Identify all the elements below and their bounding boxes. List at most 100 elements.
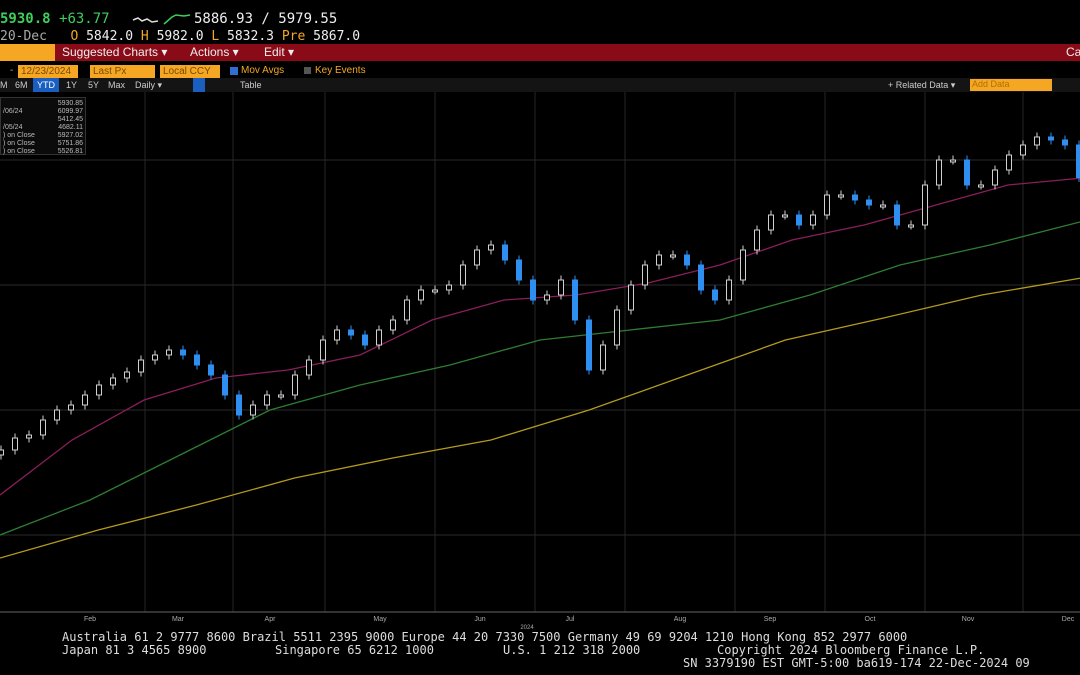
- open-value: 5842.0: [86, 29, 134, 44]
- candle-body: [264, 394, 270, 406]
- candle-body: [236, 394, 242, 416]
- candle-body: [474, 249, 480, 266]
- candle-body: [544, 294, 550, 301]
- footer-copyright: Copyright 2024 Bloomberg Finance L.P.: [717, 643, 985, 657]
- legend-row: ) on Close 5526.81: [3, 148, 83, 155]
- candle-body: [502, 244, 508, 261]
- actions-menu[interactable]: Actions ▾: [190, 45, 239, 59]
- period-Max[interactable]: Max: [108, 80, 126, 90]
- candle-body: [152, 354, 158, 361]
- pre-label: Pre: [281, 29, 306, 44]
- period-6M[interactable]: 6M: [15, 80, 28, 90]
- candle-body: [824, 194, 830, 216]
- candle-body: [586, 319, 592, 371]
- x-tick-label: Nov: [962, 616, 975, 623]
- candle-body: [222, 374, 228, 396]
- sparkline-icon: [132, 14, 191, 25]
- candle-body: [558, 279, 564, 296]
- field-select[interactable]: Last Px: [90, 65, 155, 78]
- year-label: 2024: [520, 625, 534, 631]
- candle-body: [82, 394, 88, 406]
- period-M[interactable]: M: [0, 80, 8, 90]
- x-tick-label: Feb: [84, 616, 96, 623]
- net-change: +63.77: [59, 11, 110, 27]
- moving-average-line: [0, 221, 1080, 536]
- legend-row: /06/24 6099.97: [3, 108, 83, 115]
- security-input[interactable]: [0, 44, 55, 61]
- add-data-input[interactable]: Add Data: [970, 79, 1052, 91]
- candle-body: [138, 359, 144, 373]
- footer-session: SN 3379190 EST GMT-5:00 ba619-174 22-Dec…: [683, 656, 1030, 670]
- candle-body: [936, 159, 942, 186]
- candle-body: [1034, 136, 1040, 146]
- candle-body: [894, 204, 900, 226]
- candle-body: [810, 214, 816, 226]
- candle-body: [852, 194, 858, 201]
- candle-body: [250, 404, 256, 416]
- candle-body: [68, 404, 74, 411]
- x-tick-label: Sep: [764, 616, 777, 623]
- candle-body: [1048, 136, 1054, 141]
- period-YTD[interactable]: YTD: [33, 78, 59, 92]
- candle-body: [1020, 144, 1026, 156]
- low-value: 5832.3: [227, 29, 274, 44]
- candle-body: [334, 329, 340, 341]
- candle-body: [390, 319, 396, 331]
- legend-row: /05/24 4682.11: [3, 124, 83, 131]
- candle-body: [404, 299, 410, 321]
- legend-row: 5412.45: [57, 116, 83, 123]
- candle-body: [656, 254, 662, 266]
- x-tick-label: Jun: [474, 616, 485, 623]
- candle-body: [110, 377, 116, 386]
- frequency-select[interactable]: Daily ▾: [135, 80, 163, 90]
- candle-body: [992, 169, 998, 186]
- period-5Y[interactable]: 5Y: [88, 80, 100, 90]
- key-events-checkbox[interactable]: [304, 67, 311, 74]
- candle-body: [1062, 139, 1068, 146]
- x-tick-label: Dec: [1062, 616, 1075, 623]
- x-tick-label: Jul: [566, 616, 575, 623]
- candle-body: [1076, 144, 1080, 178]
- candle-body: [866, 199, 872, 206]
- candle-body: [124, 371, 130, 379]
- mov-avgs-checkbox[interactable]: [230, 67, 238, 75]
- period-1Y[interactable]: 1Y: [66, 80, 78, 90]
- day-range: 5886.93 / 5979.55: [194, 11, 338, 27]
- candle-body: [628, 284, 634, 311]
- footer-line-1: Australia 61 2 9777 8600 Brazil 5511 239…: [62, 630, 908, 644]
- candle-body: [348, 329, 354, 336]
- currency-select[interactable]: Local CCY: [160, 65, 220, 78]
- period-bar: M 6M YTD 1Y 5Y Max Daily ▾ Table + Relat…: [0, 78, 1080, 92]
- candle-body: [278, 394, 284, 398]
- candle-body: [0, 449, 4, 456]
- candle-body: [880, 204, 886, 208]
- footer-us: U.S. 1 212 318 2000: [503, 643, 641, 657]
- price-chart[interactable]: Feb Mar Apr May Jun Jul Aug Sep Oct Nov Dec 2024: [0, 92, 1080, 632]
- end-date-field[interactable]: 12/23/2024: [18, 65, 78, 78]
- candle-body: [306, 359, 312, 376]
- x-tick-label: Apr: [265, 616, 277, 623]
- menu-bar: Suggested Charts ▾ Actions ▾ Edit ▾ Ca: [0, 44, 1080, 61]
- candle-body: [740, 249, 746, 281]
- candle-body: [96, 384, 102, 396]
- candle-body: [376, 329, 382, 346]
- suggested-charts-menu[interactable]: Suggested Charts ▾: [62, 45, 168, 59]
- chart-type-icon[interactable]: [193, 78, 205, 92]
- chart-legend: 5930.85 /06/24 6099.97 5412.45 /05/24 4682…: [0, 97, 86, 155]
- candle-body: [838, 194, 844, 198]
- candle-body: [768, 214, 774, 231]
- footer-singapore: Singapore 65 6212 1000: [275, 643, 434, 657]
- last-price: 5930.8: [0, 11, 51, 27]
- candle-body: [782, 214, 788, 218]
- edit-menu[interactable]: Edit ▾: [264, 45, 295, 59]
- quote-date: 20-Dec: [0, 29, 47, 44]
- candle-body: [1006, 154, 1012, 171]
- related-data-menu[interactable]: + Related Data ▾: [888, 80, 956, 90]
- candle-body: [964, 159, 970, 186]
- chart-controls: - 12/23/2024 Last Px Local CCY Mov Avgs …: [0, 64, 1080, 78]
- table-button[interactable]: Table: [240, 80, 262, 90]
- menu-right-item[interactable]: Ca: [1066, 45, 1080, 59]
- date-separator: -: [10, 65, 14, 76]
- legend-row: 5930.85: [57, 100, 83, 107]
- pre-value: 5867.0: [313, 29, 361, 44]
